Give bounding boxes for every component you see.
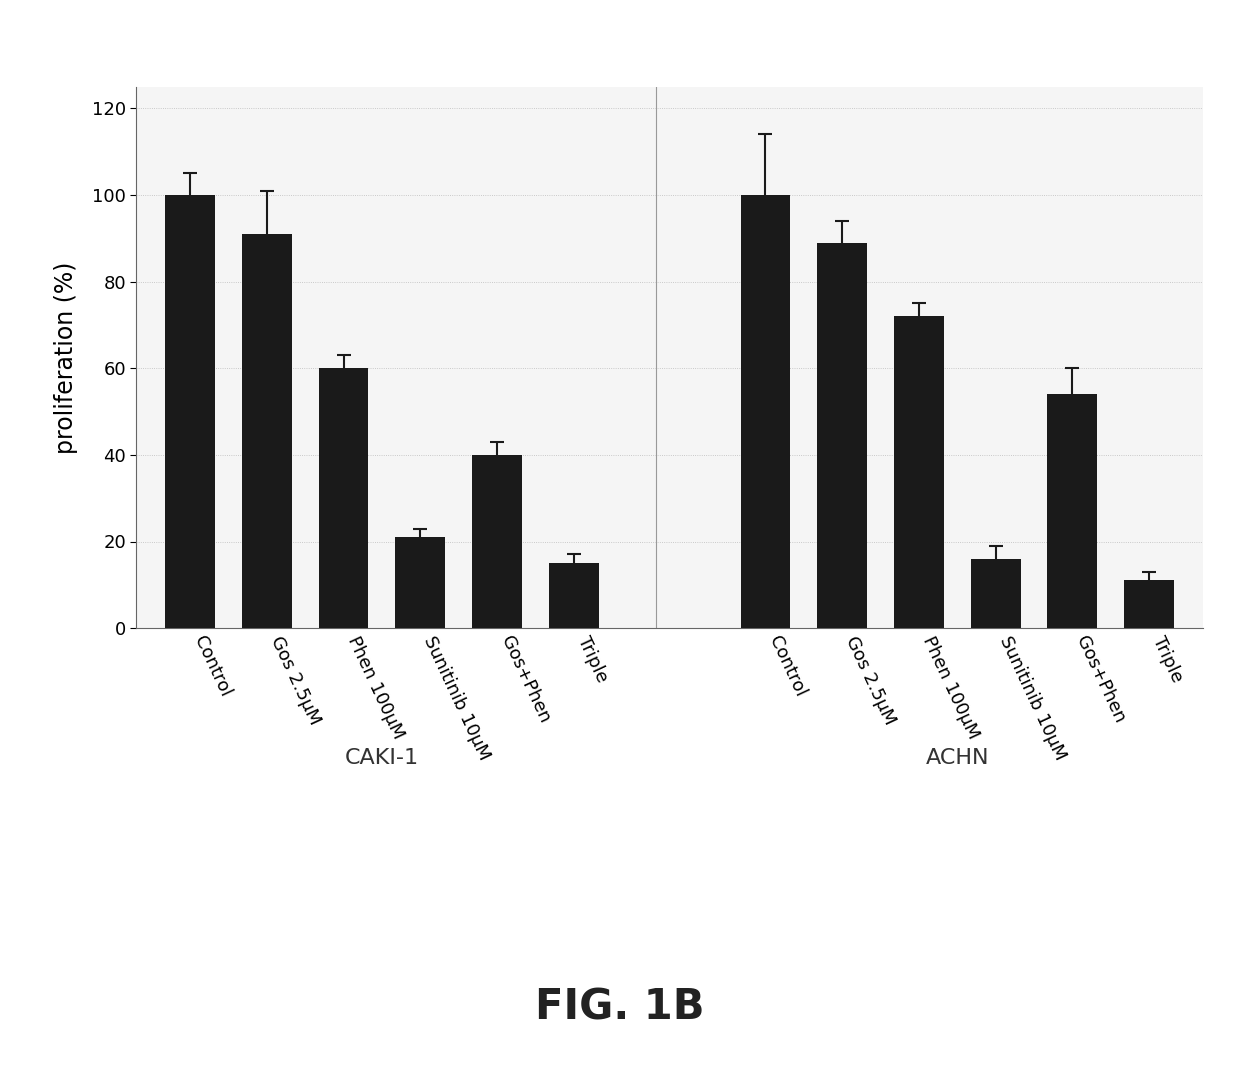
Bar	[242, 234, 291, 628]
Bar	[319, 368, 368, 628]
Bar	[817, 243, 867, 628]
Text: ACHN: ACHN	[925, 748, 990, 768]
Bar	[894, 316, 944, 628]
Text: CAKI-1: CAKI-1	[345, 748, 419, 768]
Bar	[472, 455, 522, 628]
Bar	[1125, 580, 1174, 628]
Bar	[549, 563, 599, 628]
Bar	[396, 537, 445, 628]
Bar	[971, 559, 1021, 628]
Bar	[740, 195, 790, 628]
Text: FIG. 1B: FIG. 1B	[536, 987, 704, 1028]
Bar	[1048, 394, 1097, 628]
Y-axis label: proliferation (%): proliferation (%)	[55, 261, 78, 454]
Bar	[165, 195, 215, 628]
